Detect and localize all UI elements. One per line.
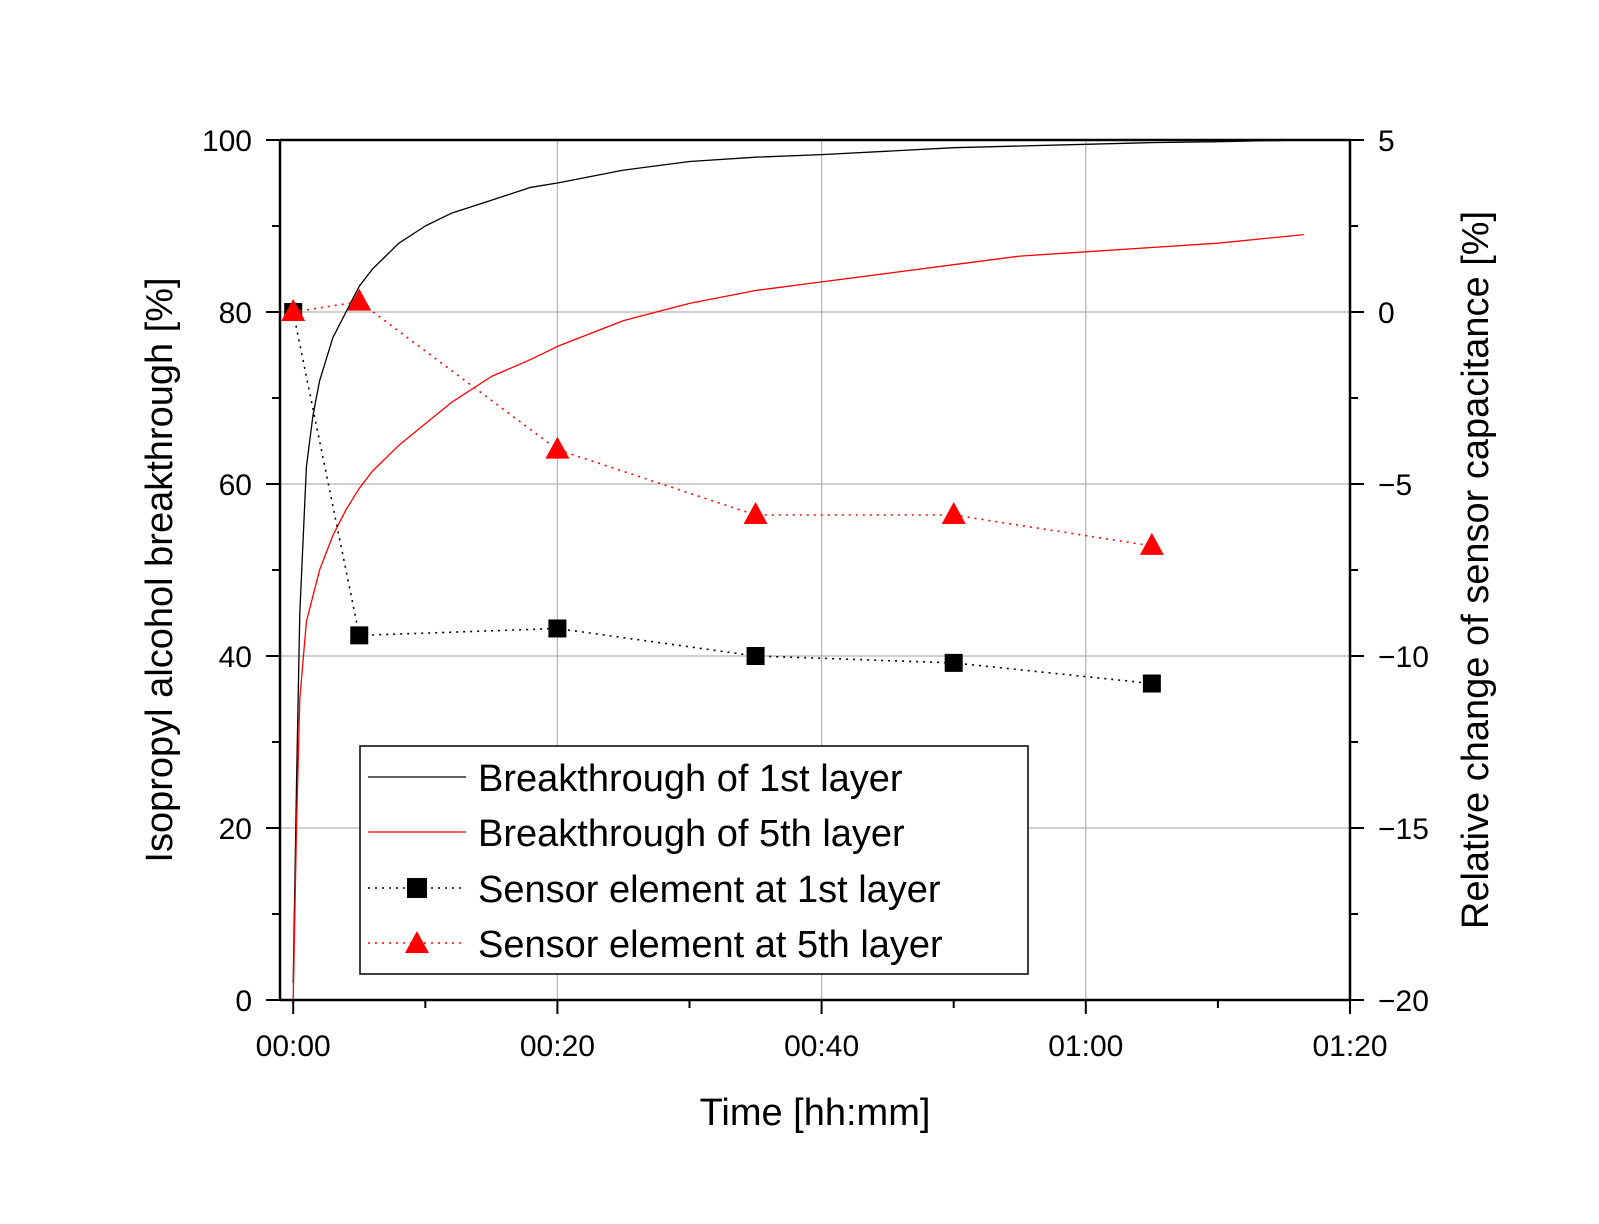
y-left-tick-label: 0 (235, 985, 252, 1018)
legend-marker-square (407, 878, 427, 898)
legend-box (359, 745, 1029, 975)
data-point-triangle (941, 501, 966, 524)
series-layer (281, 139, 1304, 1001)
data-point-square (944, 653, 963, 672)
series-line (292, 139, 1304, 983)
x-tick-label: 01:20 (1312, 1030, 1387, 1063)
legend-label-1st-layer: Breakthrough of 1st layer (478, 758, 903, 800)
data-point-square (746, 647, 765, 665)
series-1 (292, 139, 1304, 983)
data-point-triangle (743, 501, 768, 524)
data-point-square (350, 626, 369, 645)
x-tick-label: 00:40 (784, 1030, 859, 1063)
y-right-tick-label: −15 (1378, 813, 1429, 846)
y-right-tick-label: −10 (1378, 641, 1429, 674)
x-axis-title: Time [hh:mm] (700, 1092, 931, 1134)
data-point-triangle (545, 436, 570, 459)
y-left-axis-title: Isopropyl alcohol breakthrough [%] (139, 277, 181, 862)
data-point-triangle (1139, 532, 1164, 555)
legend-label-5th-layer: Breakthrough of 5th layer (478, 813, 905, 855)
data-point-square (1142, 674, 1161, 693)
legend: Breakthrough of 1st layer Breakthrough o… (359, 745, 1029, 975)
y-left-tick-label: 80 (219, 297, 252, 330)
y-left-tick-label: 60 (219, 469, 252, 502)
y-right-axis-title: Relative change of sensor capacitance [%… (1455, 211, 1497, 929)
y-right-tick-label: 5 (1378, 125, 1395, 158)
y-left-tick-label: 20 (219, 813, 252, 846)
y-right-tick-label: −5 (1378, 469, 1412, 502)
data-point-triangle (347, 288, 372, 311)
x-tick-label: 00:20 (520, 1030, 595, 1063)
data-point-triangle (281, 299, 306, 321)
series-4 (281, 288, 1164, 555)
y-right-tick-label: −20 (1378, 985, 1429, 1018)
y-right-tick-label: 0 (1378, 297, 1395, 330)
legend-marker-triangle (405, 931, 429, 953)
x-tick-label: 01:00 (1048, 1030, 1123, 1063)
series-2 (292, 233, 1304, 1001)
series-line (292, 233, 1304, 1001)
series-line (292, 311, 1152, 685)
ticks: 00:00 00:20 00:40 01:00 01:20 0 20 40 60 80 100 −20… (202, 125, 1429, 1063)
y-left-tick-label: 100 (202, 125, 252, 158)
data-point-square (548, 619, 567, 638)
legend-label-sensor-1st: Sensor element at 1st layer (478, 869, 941, 911)
y-left-tick-label: 40 (219, 641, 252, 674)
legend-label-sensor-5th: Sensor element at 5th layer (478, 924, 943, 966)
x-tick-label: 00:00 (256, 1030, 331, 1063)
